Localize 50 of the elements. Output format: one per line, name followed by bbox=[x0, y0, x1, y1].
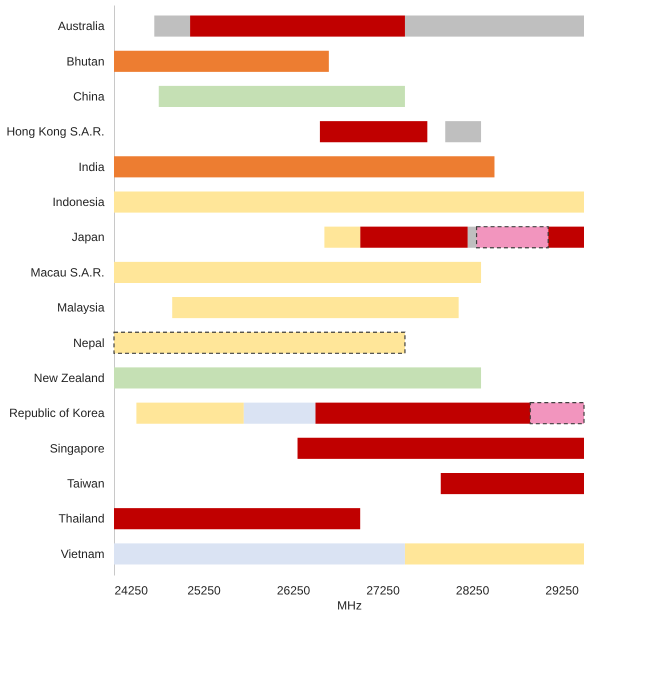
bar bbox=[114, 262, 482, 283]
bar bbox=[530, 402, 585, 424]
y-tick-label: Indonesia bbox=[52, 195, 105, 210]
x-tick-label: 28250 bbox=[456, 584, 490, 598]
bar bbox=[404, 543, 584, 564]
bar bbox=[404, 16, 584, 37]
y-tick-label: Vietnam bbox=[60, 546, 104, 561]
y-tick-label: Nepal bbox=[73, 336, 104, 350]
bar bbox=[114, 543, 405, 564]
bar bbox=[114, 191, 584, 213]
bar bbox=[548, 226, 584, 248]
x-tick-label: 27250 bbox=[366, 584, 400, 598]
y-tick-label: Macau S.A.R. bbox=[30, 265, 104, 280]
bar bbox=[315, 402, 530, 424]
bar bbox=[244, 402, 316, 424]
y-tick-label: New Zealand bbox=[34, 370, 104, 385]
y-tick-label: Republic of Korea bbox=[9, 406, 105, 420]
bar bbox=[440, 472, 584, 494]
y-tick-label: Hong Kong S.A.R. bbox=[6, 124, 104, 139]
bar bbox=[324, 226, 360, 248]
bar bbox=[476, 226, 549, 248]
bar bbox=[158, 86, 405, 108]
bar bbox=[114, 508, 360, 530]
y-tick-label: India bbox=[78, 160, 105, 174]
bar bbox=[136, 402, 244, 424]
x-axis-title: MHz bbox=[337, 598, 362, 612]
y-tick-label: Thailand bbox=[58, 512, 104, 526]
bar bbox=[360, 226, 468, 248]
y-tick-label: Taiwan bbox=[67, 476, 104, 491]
bar bbox=[172, 297, 459, 318]
y-tick-label: China bbox=[73, 89, 105, 104]
bar bbox=[320, 121, 428, 142]
bar bbox=[468, 226, 477, 248]
bar bbox=[154, 16, 190, 37]
x-tick-label: 24250 bbox=[114, 584, 148, 598]
y-tick-label: Australia bbox=[58, 19, 105, 34]
y-tick-label: Japan bbox=[72, 230, 104, 244]
bar bbox=[114, 50, 329, 72]
bar bbox=[190, 16, 405, 37]
y-tick-label: Singapore bbox=[50, 441, 105, 456]
y-tick-label: Bhutan bbox=[66, 54, 104, 68]
bar bbox=[114, 156, 494, 178]
y-tick-label: Malaysia bbox=[57, 300, 105, 315]
x-tick-label: 25250 bbox=[187, 584, 222, 598]
bar bbox=[113, 332, 406, 354]
bar bbox=[445, 121, 482, 142]
x-tick-label: 26250 bbox=[276, 584, 311, 598]
x-tick-label: 29250 bbox=[545, 584, 580, 598]
bar bbox=[114, 367, 482, 389]
bar bbox=[298, 438, 584, 459]
